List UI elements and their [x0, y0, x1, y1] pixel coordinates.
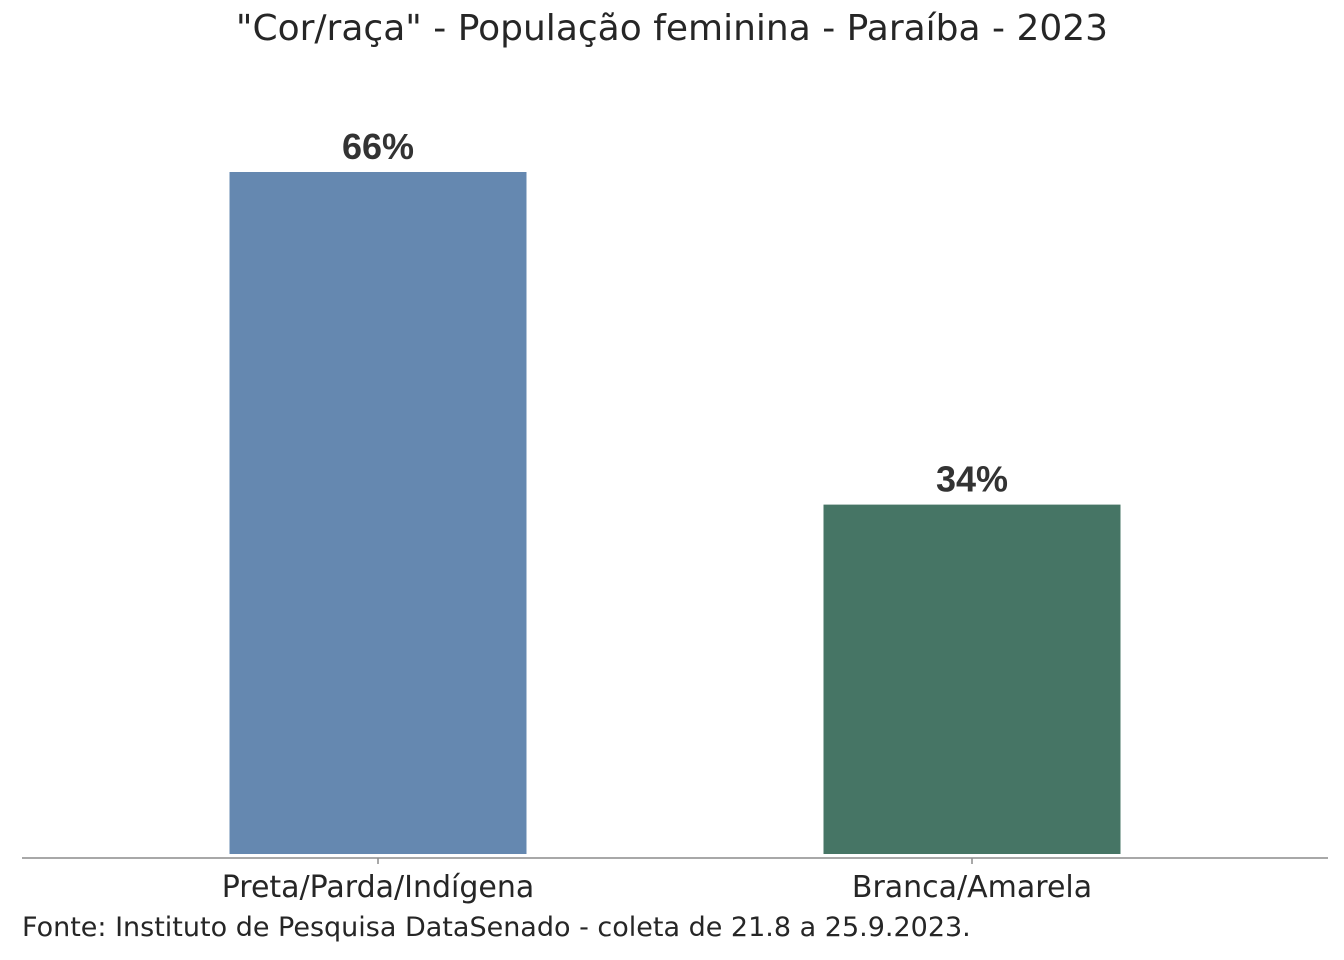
source-note: Fonte: Instituto de Pesquisa DataSenado … — [22, 912, 971, 943]
category-label-1: Preta/Parda/Indígena — [222, 870, 535, 905]
category-label-2: Branca/Amarela — [852, 870, 1092, 905]
data-label-1: 66% — [342, 126, 414, 167]
chart-title: "Cor/raça" - População feminina - Paraíb… — [235, 8, 1109, 49]
bar-1 — [229, 172, 527, 854]
bar-2 — [823, 504, 1121, 854]
data-label-2: 34% — [936, 459, 1008, 500]
